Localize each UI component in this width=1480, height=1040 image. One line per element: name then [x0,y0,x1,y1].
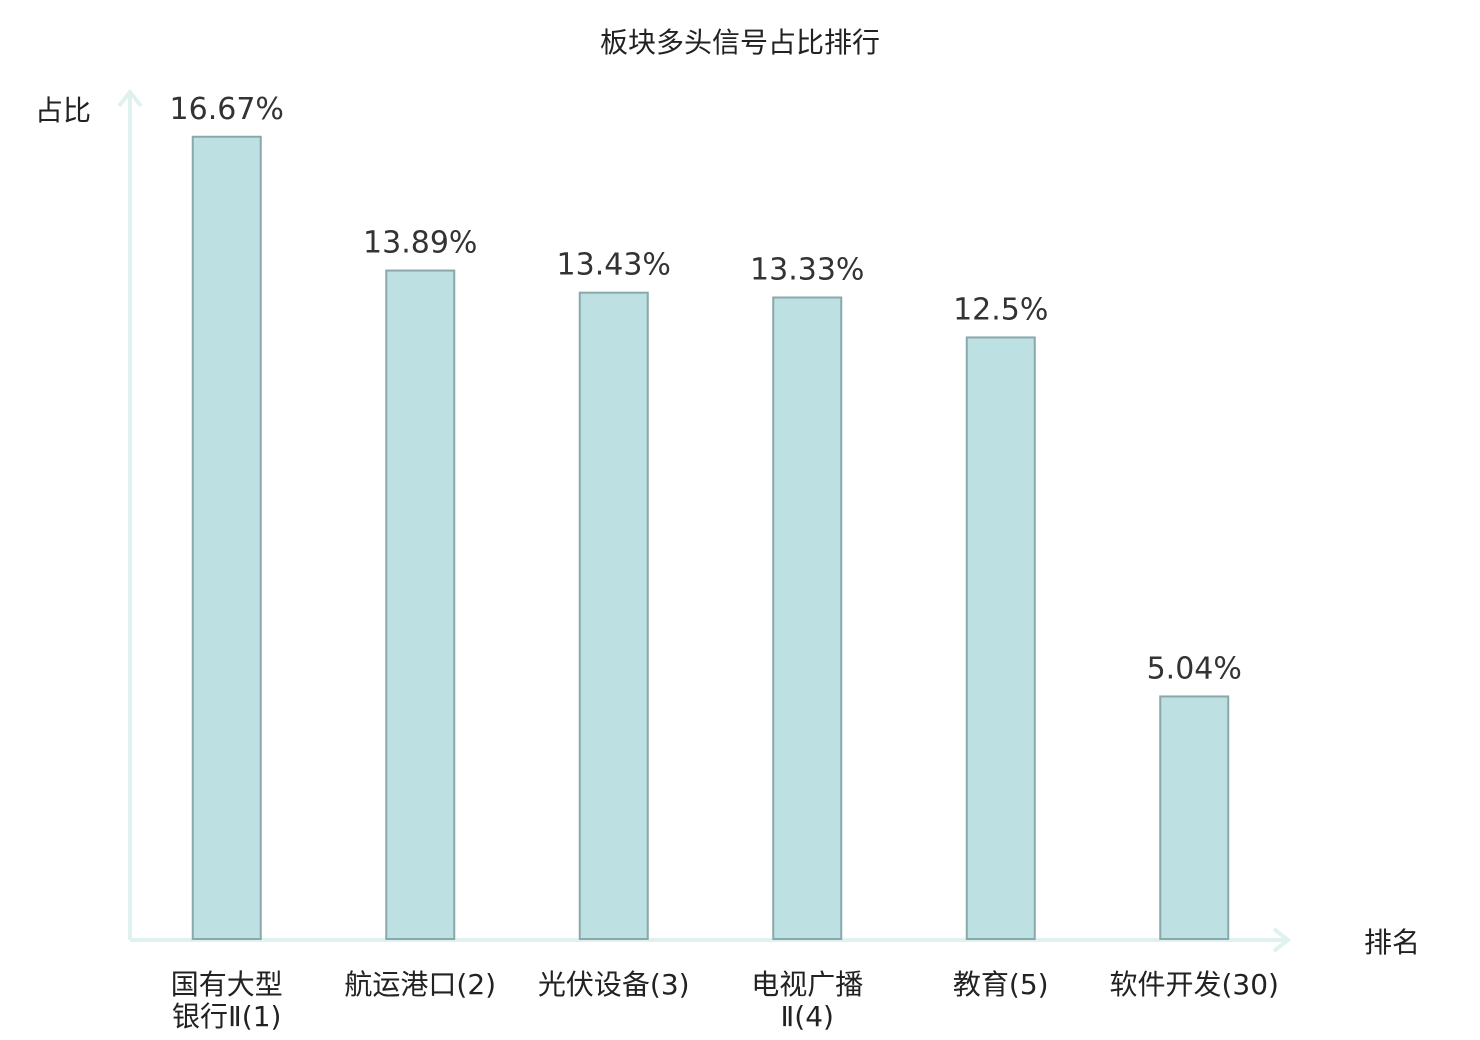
category-tick-label: 教育(5) [953,968,1049,1001]
category-tick-label: 光伏设备(3) [538,968,690,1001]
chart-title: 板块多头信号占比排行 [600,26,880,59]
bar-value-label: 16.67% [170,92,284,127]
value-labels-group: 16.67% 13.89% 13.43% 13.33% 12.5% 5.04% [170,92,1242,687]
bar-value-label: 13.89% [363,226,477,261]
bar [1159,695,1230,941]
bar [385,269,456,940]
bar [191,135,262,941]
category-tick-label: Ⅱ(4) [781,1000,834,1033]
bar-value-label: 5.04% [1147,651,1242,686]
category-tick-label: 国有大型 [171,968,283,1001]
bar [578,291,649,940]
y-axis-label: 占比 [35,94,91,127]
category-tick-label: 软件开发(30) [1110,968,1279,1001]
y-axis [117,88,143,940]
x-axis-label: 排名 [1364,926,1420,959]
bar-value-label: 13.33% [750,252,864,287]
bar-value-label: 12.5% [953,292,1048,327]
bars-group [191,135,1230,941]
bar [772,296,843,940]
bar-value-label: 13.43% [557,248,671,283]
category-tick-label: 航运港口(2) [344,968,496,1001]
x-axis [130,927,1292,953]
category-tick-label: 银行Ⅱ(1) [172,1000,281,1033]
category-tick-label: 电视广播 [751,968,863,1001]
bar [965,336,1036,940]
